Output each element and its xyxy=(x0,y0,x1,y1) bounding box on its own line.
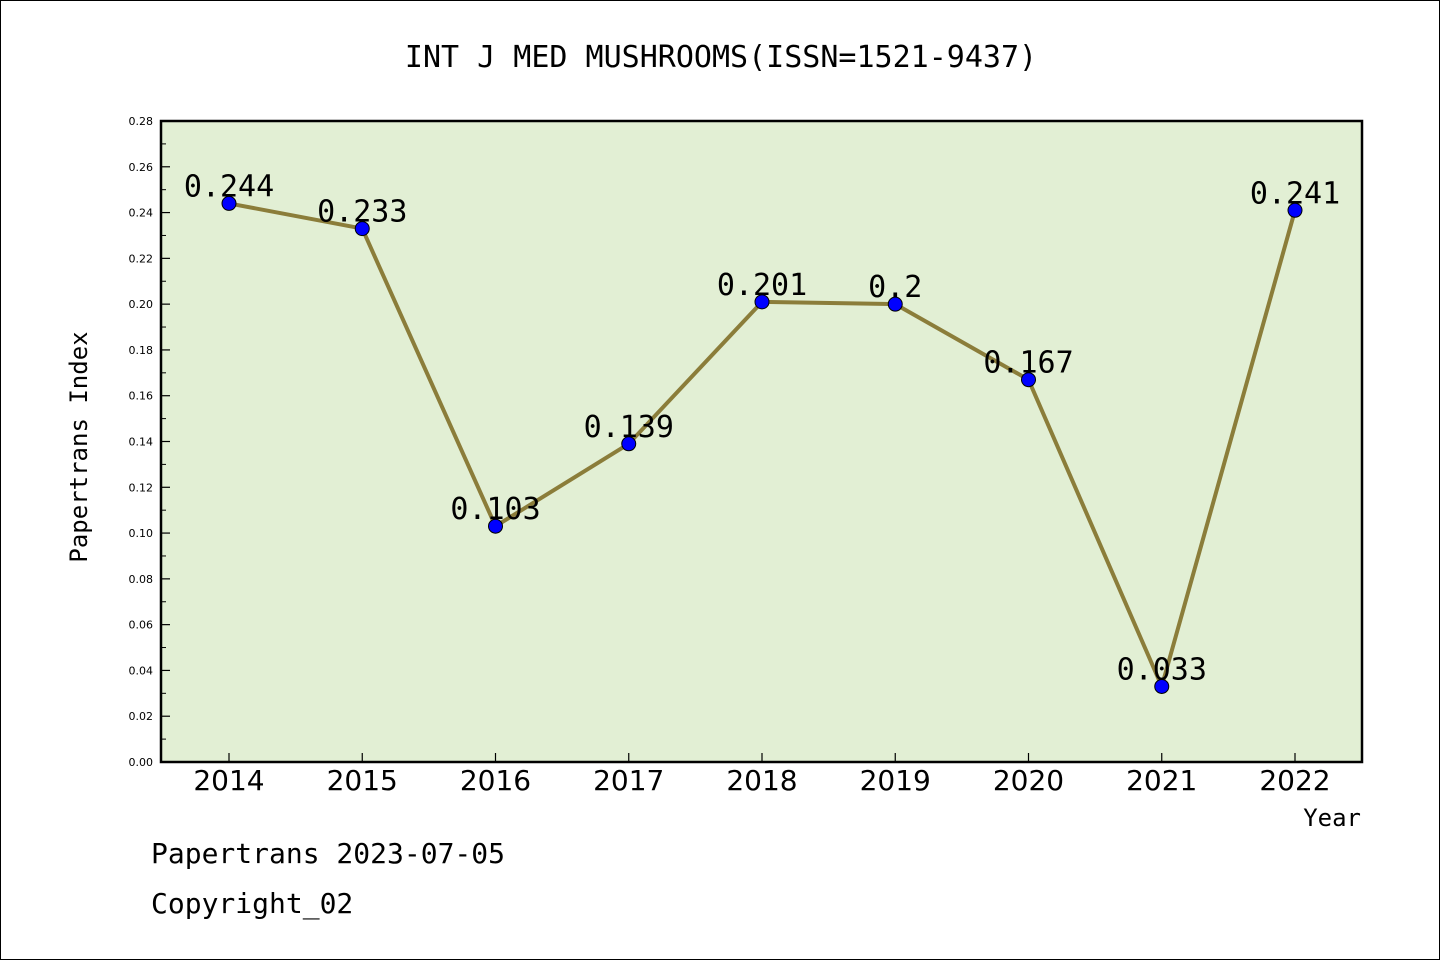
x-tick-label: 2021 xyxy=(1126,764,1197,797)
data-label: 0.139 xyxy=(584,410,674,445)
y-tick-label: 0.18 xyxy=(129,344,154,357)
data-point xyxy=(1154,678,1170,694)
y-tick-label: 0.12 xyxy=(129,481,154,494)
footer-copyright: Copyright_02 xyxy=(151,887,354,920)
y-tick-label: 0.10 xyxy=(129,527,154,540)
data-point xyxy=(1021,372,1036,388)
data-point xyxy=(887,296,903,312)
y-tick-label: 0.04 xyxy=(129,664,154,677)
x-tick-label: 2020 xyxy=(993,764,1064,797)
y-tick-label: 0.14 xyxy=(129,436,154,449)
y-tick-label: 0.08 xyxy=(129,573,154,586)
y-tick-label: 0.22 xyxy=(129,252,154,265)
x-tick-label: 2019 xyxy=(860,764,931,797)
x-tick-label: 2015 xyxy=(327,764,398,797)
y-tick-label: 0.24 xyxy=(129,207,154,220)
data-point xyxy=(621,436,637,452)
data-point xyxy=(488,518,503,534)
y-tick-label: 0.02 xyxy=(129,710,154,723)
y-tick-label: 0.20 xyxy=(129,298,154,311)
x-tick-label: 2017 xyxy=(593,764,664,797)
data-point xyxy=(221,195,237,211)
data-label: 0.2 xyxy=(868,270,922,305)
data-point xyxy=(1287,202,1303,218)
x-tick-label: 2014 xyxy=(193,764,264,797)
y-tick-label: 0.00 xyxy=(129,756,154,769)
chart-title: INT J MED MUSHROOMS(ISSN=1521-9437) xyxy=(405,40,1037,75)
data-label: 0.033 xyxy=(1117,652,1207,687)
x-tick-label: 2018 xyxy=(726,764,797,797)
y-tick-label: 0.16 xyxy=(129,390,154,403)
data-label: 0.201 xyxy=(717,268,807,303)
x-tick-label: 2022 xyxy=(1259,764,1330,797)
y-axis-ticks: 0.00 0.02 0.04 0.06 0.08 0.10 0.12 0.14 0.16 0.18… xyxy=(129,115,170,769)
x-axis-label: Year xyxy=(1303,804,1361,832)
data-point xyxy=(354,221,370,237)
data-points-group xyxy=(221,195,1303,694)
data-labels-group: 0.244 0.233 0.103 0.139 0.201 0.2 0.167 0.033 0.… xyxy=(184,169,1340,687)
y-axis-label: Papertrans Index xyxy=(65,331,93,562)
data-label: 0.167 xyxy=(983,346,1073,381)
y-tick-label: 0.26 xyxy=(129,161,154,174)
data-point xyxy=(754,294,770,310)
data-label: 0.244 xyxy=(184,169,274,204)
y-tick-label: 0.06 xyxy=(129,619,154,632)
data-label: 0.103 xyxy=(450,492,540,527)
x-tick-label: 2016 xyxy=(460,764,531,797)
y-tick-label: 0.28 xyxy=(129,115,154,128)
data-label: 0.233 xyxy=(317,195,407,230)
footer-date: Papertrans 2023-07-05 xyxy=(151,837,506,870)
data-label: 0.241 xyxy=(1250,176,1340,211)
x-axis-ticks: 2014 2015 2016 2017 2018 2019 2020 2021 2022 xyxy=(193,753,1331,797)
